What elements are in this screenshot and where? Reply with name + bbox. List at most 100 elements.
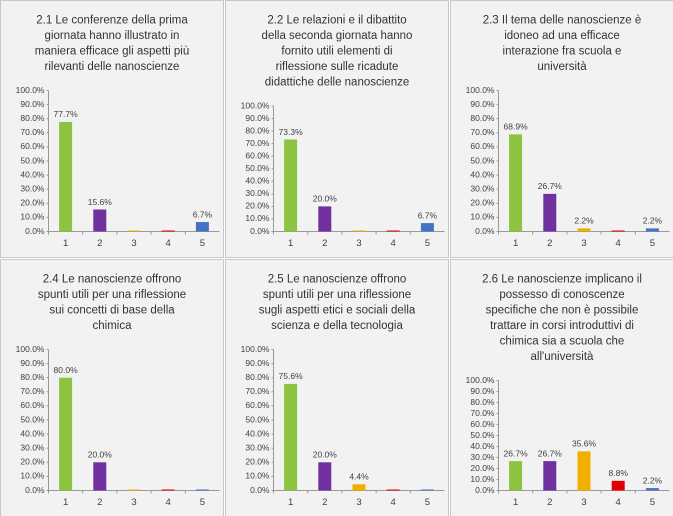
y-tick-label: 0.0%	[475, 226, 495, 236]
y-tick-label: 40.0%	[245, 176, 270, 186]
x-tick-label: 3	[581, 238, 586, 249]
y-tick-label: 20.0%	[20, 198, 45, 208]
y-tick-label: 50.0%	[470, 155, 495, 165]
chart-title: specifiche che non è possibile	[486, 305, 639, 317]
y-tick-label: 20.0%	[245, 201, 270, 211]
chart-title: università	[537, 61, 587, 73]
bar	[352, 484, 366, 491]
y-tick-label: 10.0%	[245, 471, 270, 481]
x-tick-label: 2	[97, 238, 102, 249]
bar	[386, 489, 400, 491]
chart-title: sui concetti di base della	[49, 305, 175, 317]
x-tick-label: 1	[288, 238, 293, 249]
y-tick-label: 40.0%	[20, 428, 45, 438]
y-tick-label: 30.0%	[245, 188, 270, 198]
chart-panel: 2.6 Le nanoscienze implicano il possesso …	[450, 259, 673, 516]
chart-panel: 2.1 Le conferenze della prima giornata ha…	[0, 0, 224, 258]
y-tick-label: 0.0%	[250, 485, 270, 495]
y-tick-label: 40.0%	[470, 169, 495, 179]
chart-title: maniera efficace gli aspetti più	[35, 46, 190, 58]
y-tick-label: 20.0%	[20, 457, 45, 467]
x-tick-label: 1	[513, 497, 518, 508]
x-tick-label: 2	[97, 497, 102, 508]
bar	[284, 383, 298, 491]
bar	[611, 230, 625, 232]
x-tick-label: 5	[200, 238, 205, 249]
y-tick-label: 50.0%	[20, 155, 45, 165]
y-tick-label: 10.0%	[470, 212, 495, 222]
value-label: 2.2%	[643, 475, 663, 485]
y-tick-label: 70.0%	[245, 138, 270, 148]
y-tick-label: 0.0%	[25, 485, 45, 495]
chart-title: 2.3 Il tema delle nanoscienze è	[483, 15, 642, 27]
x-tick-label: 4	[391, 238, 396, 249]
bar	[611, 480, 625, 491]
chart-title: fornito utili elementi di	[281, 46, 392, 58]
y-tick-label: 100.0%	[241, 344, 270, 354]
x-tick-label: 3	[131, 497, 136, 508]
bar	[59, 377, 73, 491]
y-tick-label: 30.0%	[470, 183, 495, 193]
y-tick-label: 70.0%	[470, 408, 495, 418]
y-tick-label: 60.0%	[245, 400, 270, 410]
x-tick-label: 3	[356, 238, 361, 249]
y-tick-label: 0.0%	[475, 485, 495, 495]
y-tick-label: 10.0%	[470, 474, 495, 484]
y-tick-label: 90.0%	[245, 358, 270, 368]
chart-title: all'università	[531, 351, 595, 363]
y-tick-label: 0.0%	[25, 226, 45, 236]
chart-title: possesso di conoscenze	[499, 289, 624, 301]
bar	[352, 230, 366, 232]
x-tick-label: 4	[166, 497, 171, 508]
x-tick-label: 1	[63, 238, 68, 249]
chart-panel: 2.2 Le relazioni e il dibattito della sec…	[225, 0, 449, 258]
bar	[195, 489, 209, 491]
y-tick-label: 50.0%	[245, 163, 270, 173]
value-label: 2.2%	[574, 216, 594, 226]
x-tick-label: 5	[425, 497, 430, 508]
y-tick-label: 40.0%	[20, 169, 45, 179]
panel-background	[450, 259, 673, 516]
value-label: 20.0%	[313, 450, 338, 460]
y-tick-label: 40.0%	[470, 441, 495, 451]
y-tick-label: 60.0%	[470, 419, 495, 429]
bar	[93, 209, 107, 232]
chart-title: trattare in corsi introduttivi di	[490, 320, 634, 332]
x-tick-label: 2	[322, 238, 327, 249]
y-tick-label: 50.0%	[245, 414, 270, 424]
chart-title: 2.6 Le nanoscienze implicano il	[482, 274, 642, 286]
value-label: 4.4%	[349, 472, 369, 482]
y-tick-label: 50.0%	[20, 414, 45, 424]
y-tick-label: 90.0%	[245, 113, 270, 123]
chart-title: didattiche delle nanoscienze	[265, 77, 410, 89]
bar	[420, 223, 434, 232]
y-tick-label: 80.0%	[20, 113, 45, 123]
value-label: 15.6%	[88, 197, 113, 207]
y-tick-label: 80.0%	[470, 397, 495, 407]
y-tick-label: 100.0%	[16, 344, 45, 354]
chart-title: scienza e della tecnologia	[271, 320, 403, 332]
chart-title: giornata hanno illustrato in	[45, 30, 180, 42]
bar	[386, 230, 400, 232]
y-tick-label: 70.0%	[245, 386, 270, 396]
x-tick-label: 3	[356, 497, 361, 508]
chart-panel: 2.3 Il tema delle nanoscienze è idoneo ad…	[450, 0, 673, 258]
x-tick-label: 1	[513, 238, 518, 249]
y-tick-label: 80.0%	[20, 372, 45, 382]
y-tick-label: 90.0%	[20, 99, 45, 109]
x-tick-label: 3	[581, 497, 586, 508]
y-tick-label: 80.0%	[245, 372, 270, 382]
y-tick-label: 30.0%	[245, 442, 270, 452]
bar	[509, 461, 523, 491]
chart-title: rilevanti delle nanoscienze	[45, 61, 180, 73]
chart-title: sugli aspetti etici e sociali della	[259, 305, 416, 317]
y-tick-label: 20.0%	[470, 198, 495, 208]
y-tick-label: 60.0%	[20, 141, 45, 151]
y-tick-label: 90.0%	[20, 358, 45, 368]
x-tick-label: 5	[425, 238, 430, 249]
y-tick-label: 30.0%	[20, 442, 45, 452]
x-tick-label: 4	[166, 238, 171, 249]
value-label: 20.0%	[313, 194, 338, 204]
value-label: 6.7%	[193, 209, 213, 219]
x-tick-label: 1	[288, 497, 293, 508]
